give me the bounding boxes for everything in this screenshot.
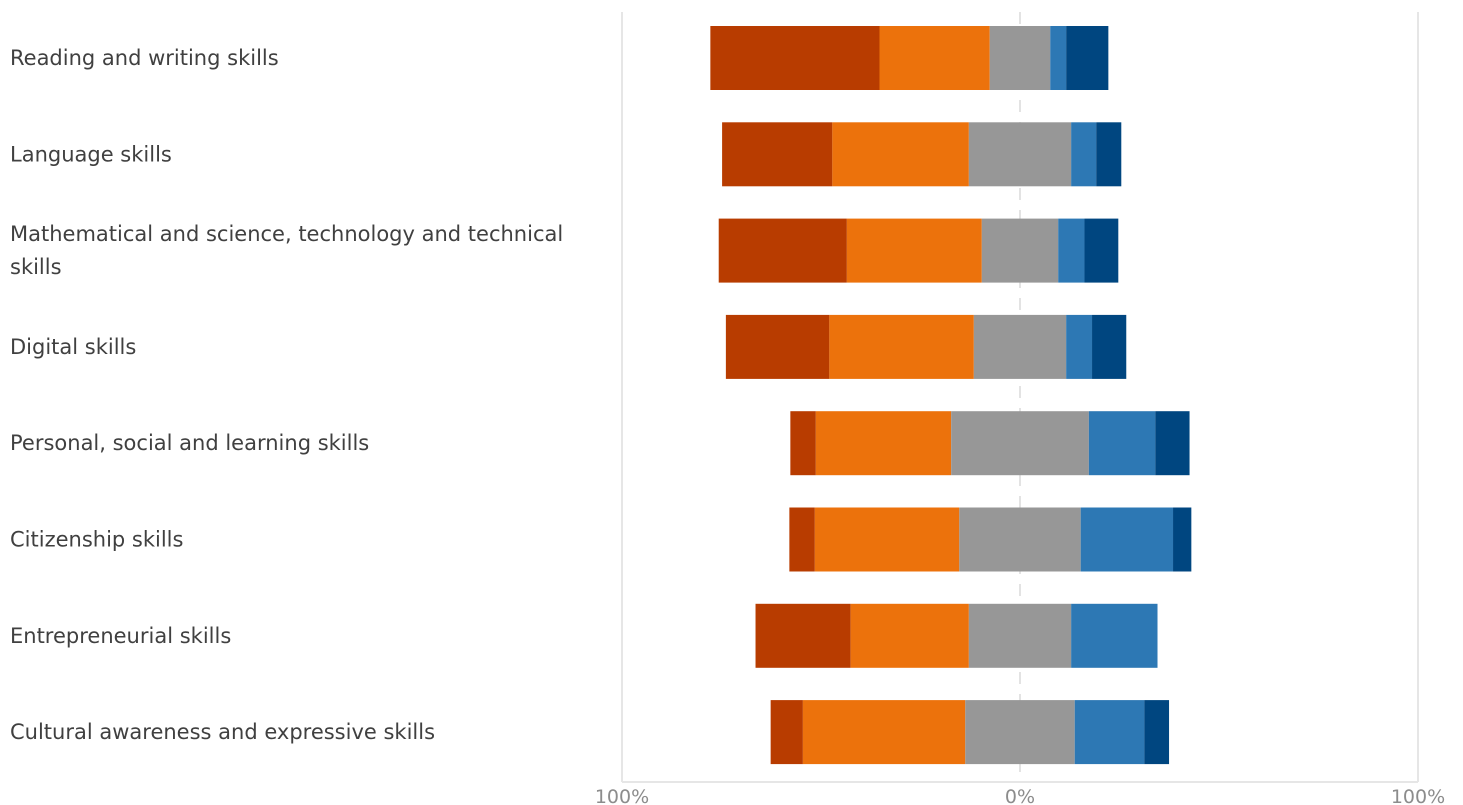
bar-segment-2-0 [718,218,847,283]
bar-segment-6-3 [1071,603,1158,668]
category-label-5: Citizenship skills [10,528,183,552]
bar-segment-0-2 [989,26,1051,90]
bar-segment-4-3 [1088,411,1156,476]
bar-segments [710,26,1192,765]
bar-segment-0-0 [710,26,880,90]
bar-segment-0-1 [879,26,990,90]
bar-segment-2-1 [846,218,982,283]
bar-segment-2-3 [1058,218,1085,283]
category-label-0: Reading and writing skills [10,46,279,70]
bar-segment-7-1 [802,700,966,765]
bar-segment-7-2 [965,700,1075,765]
bar-segment-5-3 [1080,507,1174,572]
category-label-1: Language skills [10,142,172,166]
bar-segment-7-3 [1074,700,1145,765]
bar-segment-7-4 [1144,700,1170,765]
bar-segment-4-0 [790,411,816,476]
bar-segment-3-2 [973,314,1067,379]
category-label-4: Personal, social and learning skills [10,431,369,455]
tick-label-1: 0% [1005,786,1035,805]
bar-segment-5-2 [959,507,1081,572]
bar-segment-5-1 [814,507,960,572]
tick-label-2: 100% [1391,786,1445,805]
bar-segment-4-2 [951,411,1089,476]
bar-segment-1-1 [832,122,969,187]
bar-segment-3-4 [1092,314,1127,379]
bar-segment-3-0 [725,314,830,379]
bar-segment-4-1 [815,411,952,476]
bar-segment-6-2 [968,603,1072,668]
bar-segment-1-3 [1071,122,1097,187]
category-label-7: Cultural awareness and expressive skills [10,720,435,744]
category-labels: Reading and writing skills Language skill… [10,46,563,744]
bar-segment-1-4 [1096,122,1122,187]
bar-segment-1-0 [722,122,833,187]
bar-segment-2-2 [981,218,1059,283]
category-label-2: Mathematical and science, technology and… [10,222,563,279]
tick-label-0: 100% [595,786,649,805]
bar-segment-7-0 [770,700,803,765]
bar-segment-5-4 [1173,507,1192,572]
category-label-3: Digital skills [10,335,136,359]
bar-segment-4-4 [1155,411,1190,476]
bar-segment-1-2 [968,122,1072,187]
bar-segment-0-3 [1050,26,1067,90]
bar-segment-3-1 [829,314,974,379]
bar-segment-6-0 [755,603,851,668]
gridlines [621,12,1419,783]
category-label-6: Entrepreneurial skills [10,624,231,648]
bar-segment-3-3 [1066,314,1093,379]
bar-segment-2-4 [1084,218,1119,283]
bar-segment-0-4 [1066,26,1109,90]
x-axis-ticks: 100% 0% 100% [595,786,1445,805]
bar-segment-5-0 [789,507,815,572]
bar-segment-6-1 [850,603,969,668]
